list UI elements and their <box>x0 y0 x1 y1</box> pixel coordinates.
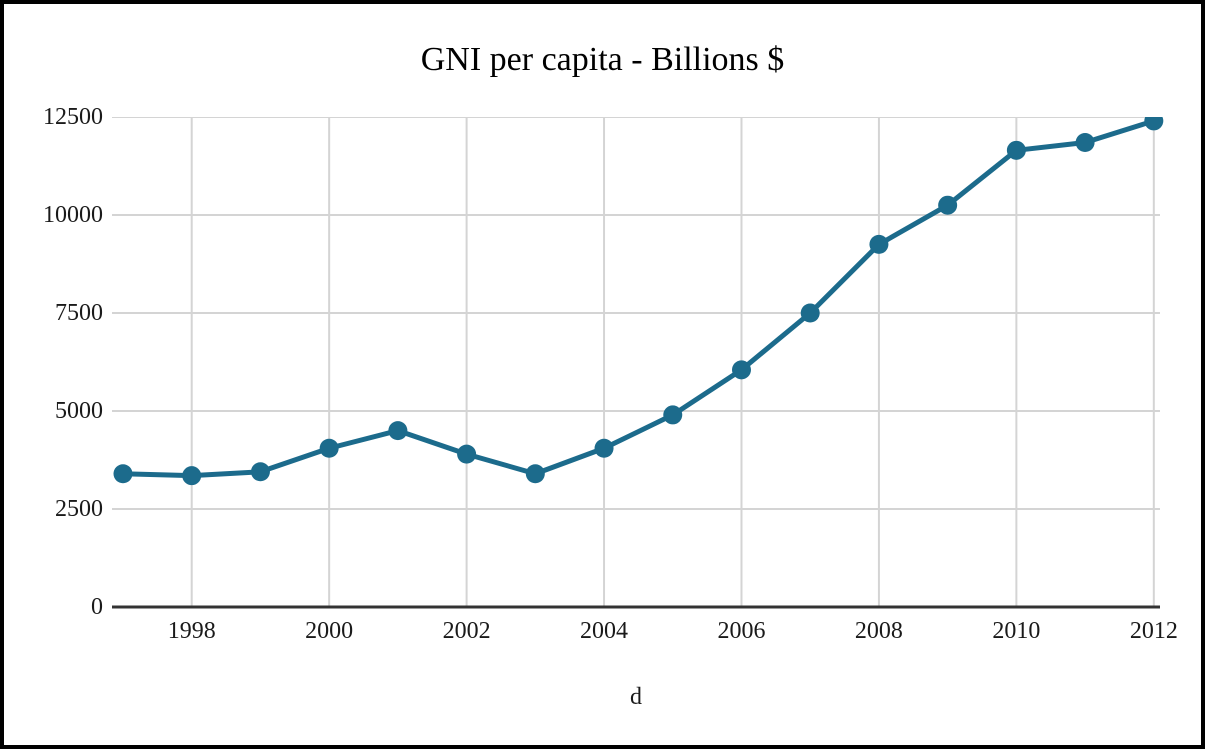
y-tick-label: 12500 <box>43 104 103 130</box>
y-tick-label: 10000 <box>43 202 103 228</box>
x-tick-label: 2004 <box>580 618 629 644</box>
x-tick-label: 2012 <box>1129 618 1178 644</box>
chart-title: GNI per capita - Billions $ <box>420 41 785 78</box>
data-point-marker <box>1075 132 1095 152</box>
x-tick-label: 1998 <box>167 618 216 644</box>
data-point-marker <box>594 438 614 458</box>
x-tick-label: 2002 <box>442 618 491 644</box>
data-point-marker <box>938 195 958 215</box>
x-tick-label: 2006 <box>717 618 766 644</box>
data-point-marker <box>250 462 270 482</box>
line-chart-plot <box>112 117 1164 609</box>
data-point-marker <box>525 464 545 484</box>
data-point-marker <box>1006 140 1026 160</box>
x-axis-title: d <box>630 684 642 710</box>
data-point-marker <box>663 405 683 425</box>
y-tick-label: 0 <box>91 594 103 620</box>
data-point-marker <box>1144 117 1164 131</box>
x-tick-label: 2008 <box>854 618 903 644</box>
data-point-marker <box>869 234 889 254</box>
y-tick-label: 2500 <box>55 496 103 522</box>
y-tick-label: 5000 <box>55 398 103 424</box>
data-point-marker <box>457 444 477 464</box>
data-point-marker <box>800 303 820 323</box>
x-tick-label: 2000 <box>305 618 354 644</box>
x-axis-title-row: d <box>112 682 1160 712</box>
y-tick-label: 7500 <box>55 300 103 326</box>
data-point-marker <box>319 438 339 458</box>
data-point-marker <box>182 466 202 486</box>
data-line <box>120 118 1157 479</box>
x-tick-label: 2010 <box>992 618 1041 644</box>
data-point-marker <box>388 421 408 441</box>
data-point-marker <box>731 360 751 380</box>
data-point-marker <box>113 464 133 484</box>
